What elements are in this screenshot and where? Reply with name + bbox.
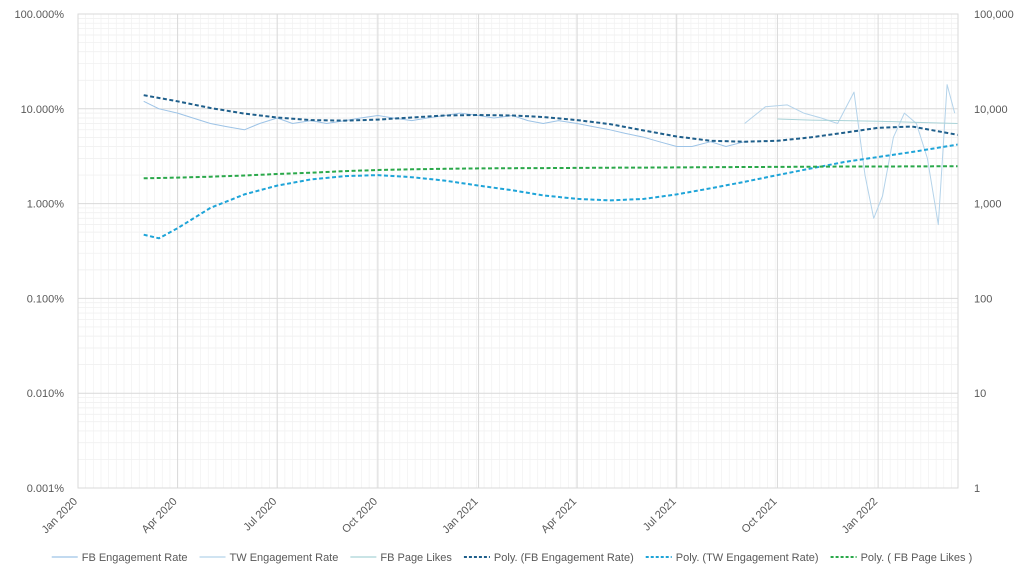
- x-tick-label: Oct 2020: [340, 496, 380, 536]
- legend-label: Poly. ( FB Page Likes ): [861, 552, 973, 564]
- legend-label: TW Engagement Rate: [230, 552, 339, 564]
- series-line-poly-fb-page-likes: [143, 165, 959, 180]
- y-right-tick-label: 10: [974, 388, 986, 400]
- x-tick-label: Oct 2021: [739, 496, 779, 536]
- legend-label: Poly. (FB Engagement Rate): [494, 552, 634, 564]
- x-tick-label: Jan 2022: [840, 496, 880, 536]
- gridlines: [77, 13, 958, 489]
- legend-label: Poly. (TW Engagement Rate): [676, 552, 819, 564]
- series-lines: [143, 84, 959, 240]
- series-line-tw-engagement-rate: [744, 84, 956, 226]
- x-tick-label: Jan 2021: [440, 496, 480, 536]
- x-tick-label: Jan 2020: [40, 496, 80, 536]
- legend: FB Engagement Rate TW Engagement Rate FB P…: [51, 552, 973, 564]
- axes: 0.001% 0.010% 0.100% 1.000% 10.000% 100.000% 1…: [14, 9, 1013, 536]
- x-tick-label: Jul 2021: [641, 496, 679, 534]
- series-line-fb-page-likes: [777, 118, 959, 124]
- series-line-poly-tw-engagement-rate: [143, 143, 959, 240]
- legend-label: FB Engagement Rate: [82, 552, 188, 564]
- x-tick-label: Apr 2020: [140, 496, 180, 536]
- series-line-fb-engagement-rate: [143, 100, 745, 147]
- y-left-tick-label: 100.000%: [14, 9, 64, 21]
- y-right-tick-label: 1,000: [974, 199, 1002, 211]
- y-left-tick-label: 1.000%: [27, 199, 65, 211]
- legend-label: FB Page Likes: [380, 552, 452, 564]
- x-tick-label: Jul 2020: [241, 496, 279, 534]
- y-right-tick-label: 10,000: [974, 104, 1008, 116]
- y-left-tick-label: 0.010%: [27, 388, 65, 400]
- plot-area-border: [77, 13, 959, 489]
- y-left-tick-label: 0.001%: [27, 483, 65, 495]
- y-left-tick-label: 10.000%: [21, 104, 65, 116]
- y-right-tick-label: 100: [974, 293, 992, 305]
- series-line-poly-fb-engagement-rate: [143, 94, 959, 143]
- y-right-tick-label: 1: [974, 483, 980, 495]
- x-tick-label: Apr 2021: [539, 496, 579, 536]
- y-right-tick-label: 100,000: [974, 9, 1014, 21]
- y-left-tick-label: 0.100%: [27, 293, 65, 305]
